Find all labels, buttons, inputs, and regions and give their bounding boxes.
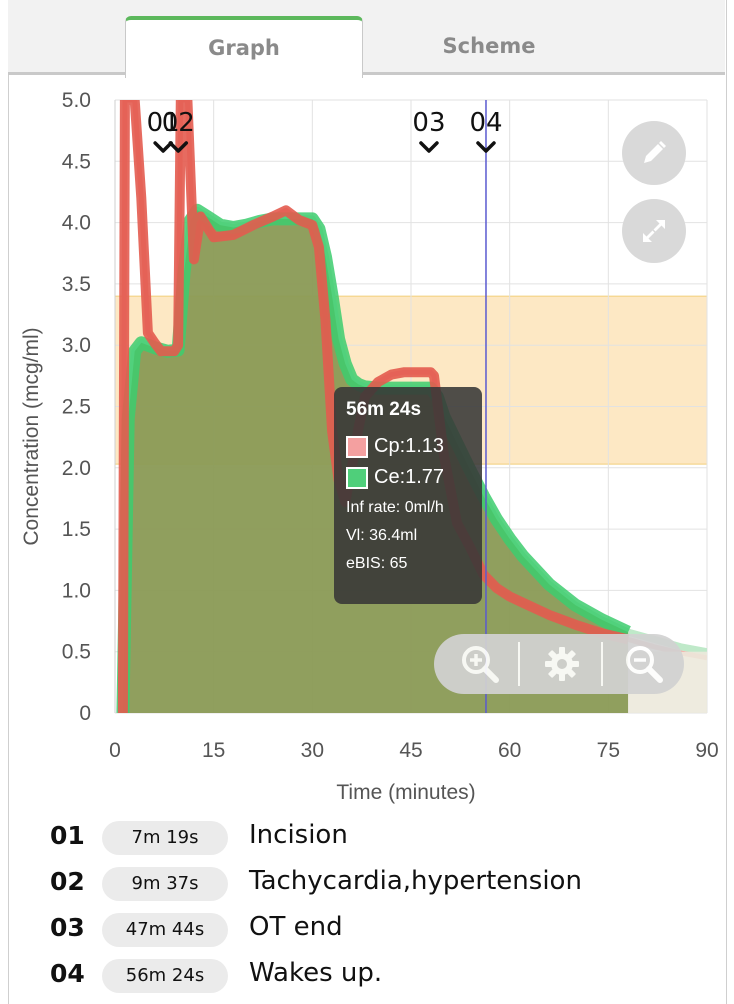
tab-graph[interactable]: Graph [125, 16, 363, 78]
event-row[interactable]: 04 56m 24s Wakes up. [50, 953, 710, 999]
gear-icon [544, 647, 579, 681]
cp-swatch [346, 435, 368, 458]
tooltip-time: 56m 24s [346, 399, 422, 420]
fullscreen-button[interactable] [622, 199, 686, 263]
event-label: OT end [249, 912, 343, 942]
y-tick-label: 4.0 [62, 212, 91, 235]
event-time-pill: 7m 19s [102, 821, 228, 855]
event-time-pill: 56m 24s [102, 959, 228, 993]
zoom-in-button[interactable] [438, 634, 521, 694]
chart-tooltip: 56m 24s Cp:1.13 Ce:1.77 Inf rate: 0ml/h … [334, 387, 482, 604]
expand-icon [643, 220, 665, 242]
event-marker-label: 02 [162, 108, 195, 138]
settings-button[interactable] [520, 634, 603, 694]
y-tick-label: 2.5 [62, 396, 91, 419]
y-axis-title: Concentration (mcg/ml) [20, 327, 43, 545]
tooltip-ce-value: Ce:1.77 [374, 466, 445, 488]
tab-bar: Graph Scheme [8, 0, 725, 78]
tooltip-ebis: eBIS: 65 [346, 555, 408, 572]
chevron-down-icon [476, 141, 496, 153]
event-number: 02 [50, 867, 85, 896]
y-tick-label: 3.5 [62, 273, 91, 296]
y-tick-label: 4.5 [62, 150, 91, 173]
zoom-out-icon [625, 646, 663, 683]
x-tick-label: 75 [597, 739, 620, 762]
chevron-down-icon [168, 141, 189, 153]
event-label: Tachycardia,hypertension [249, 866, 582, 896]
zoom-separator [518, 642, 520, 686]
chevron-down-icon [419, 141, 439, 153]
tab-scheme[interactable]: Scheme [442, 34, 536, 58]
tooltip-inf-rate: Inf rate: 0ml/h [346, 499, 444, 516]
y-tick-label: 3.0 [62, 334, 91, 357]
event-number: 04 [50, 959, 85, 988]
y-tick-label: 5.0 [62, 89, 91, 112]
y-tick-label: 1.5 [62, 518, 91, 541]
x-tick-label: 15 [202, 739, 225, 762]
event-row[interactable]: 01 7m 19s Incision [50, 815, 710, 861]
tooltip-ce-row: Ce:1.77 [346, 466, 470, 489]
tooltip-details: Inf rate: 0ml/h Vl: 36.4ml eBIS: 65 [346, 499, 470, 573]
x-tick-label: 90 [695, 739, 718, 762]
event-row[interactable]: 02 9m 37s Tachycardia,hypertension [50, 861, 710, 907]
ce-swatch [346, 466, 368, 489]
y-tick-label: 2.0 [62, 457, 91, 480]
tooltip-vi: Vl: 36.4ml [346, 527, 418, 544]
event-row[interactable]: 03 47m 44s OT end [50, 907, 710, 953]
event-time-pill: 9m 37s [102, 867, 228, 901]
event-marker-label: 03 [412, 108, 445, 138]
event-number: 03 [50, 913, 85, 942]
chevron-down-icon [153, 141, 173, 153]
event-time-pill: 47m 44s [102, 913, 228, 947]
event-list: 01 7m 19s Incision 02 9m 37s Tachycardia… [50, 815, 710, 999]
y-tick-label: 0 [79, 702, 91, 725]
zoom-in-icon [461, 646, 499, 683]
tooltip-cp-row: Cp:1.13 [346, 435, 470, 458]
event-marker-label: 01 [147, 108, 180, 138]
x-tick-label: 0 [109, 739, 121, 762]
edit-button[interactable] [622, 121, 686, 185]
x-tick-label: 30 [301, 739, 324, 762]
tooltip-cp-value: Cp:1.13 [374, 435, 445, 457]
x-tick-label: 60 [498, 739, 521, 762]
pencil-icon [644, 141, 666, 163]
y-tick-label: 0.5 [62, 641, 91, 664]
zoom-separator [601, 642, 603, 686]
y-tick-label: 1.0 [62, 579, 91, 602]
event-label: Incision [249, 820, 348, 850]
zoom-out-button[interactable] [602, 634, 685, 694]
event-label: Wakes up. [249, 958, 383, 988]
event-marker-label: 04 [469, 108, 502, 138]
event-number: 01 [50, 821, 85, 850]
x-tick-label: 45 [399, 739, 422, 762]
x-axis-title: Time (minutes) [336, 781, 475, 804]
zoom-toolbar [434, 634, 684, 694]
